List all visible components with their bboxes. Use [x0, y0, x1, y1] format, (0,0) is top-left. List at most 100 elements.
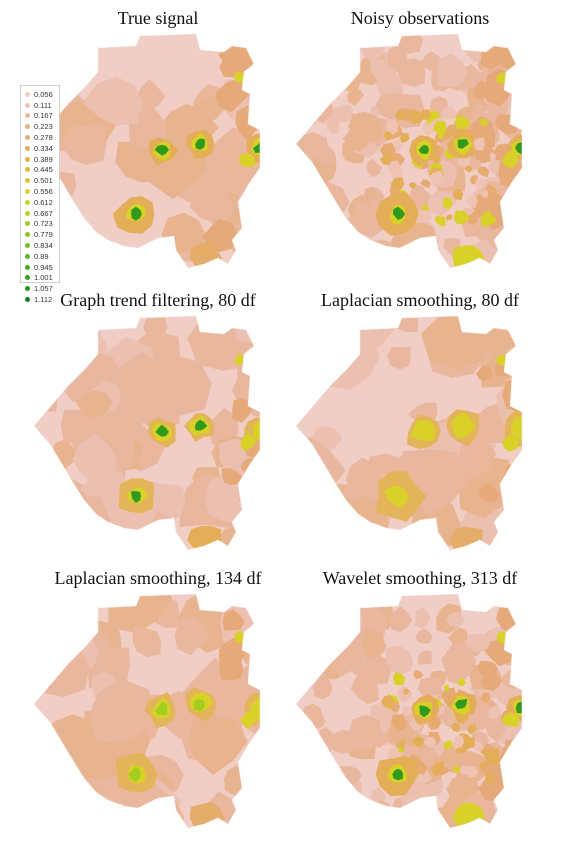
region — [365, 818, 386, 828]
region — [317, 794, 336, 812]
map-laplacian-80 — [295, 315, 523, 551]
region — [401, 706, 413, 716]
region — [456, 421, 468, 432]
region — [398, 747, 405, 753]
panel-true-signal: True signal — [28, 8, 288, 284]
region — [514, 755, 522, 768]
region — [136, 79, 166, 112]
region — [296, 316, 319, 346]
region — [327, 257, 343, 268]
region — [192, 699, 205, 712]
region — [234, 316, 260, 343]
region — [304, 802, 336, 828]
region — [464, 75, 480, 89]
legend-swatch — [25, 275, 30, 281]
region — [108, 594, 172, 634]
region — [296, 803, 328, 828]
legend-label: 0.723 — [34, 219, 53, 229]
legend-entry: 0.334 — [23, 143, 57, 154]
region — [504, 463, 522, 486]
legend-label: 0.945 — [34, 262, 53, 272]
region — [360, 629, 386, 659]
region — [476, 365, 494, 382]
region — [418, 144, 430, 154]
legend-entry: 0.501 — [23, 175, 57, 186]
region — [391, 489, 402, 502]
legend-swatch — [25, 189, 30, 195]
legend-swatch — [25, 264, 30, 270]
region — [383, 131, 394, 141]
region — [408, 108, 425, 124]
region — [503, 532, 522, 550]
region — [517, 773, 522, 789]
region — [479, 118, 489, 126]
region — [504, 801, 522, 819]
region — [128, 766, 141, 782]
legend-swatch — [25, 178, 30, 184]
region — [477, 166, 490, 178]
region — [440, 106, 457, 120]
region — [238, 153, 256, 168]
region — [195, 138, 206, 150]
region — [395, 34, 424, 54]
region — [305, 607, 327, 632]
region — [38, 637, 89, 697]
region — [131, 491, 141, 503]
legend-entry: 0.223 — [23, 121, 57, 132]
region — [301, 810, 320, 826]
region — [241, 205, 259, 222]
region — [143, 316, 168, 345]
region — [489, 152, 496, 161]
region — [504, 350, 522, 376]
region — [471, 137, 485, 151]
region — [481, 692, 490, 703]
legend-label: 1.057 — [34, 284, 53, 294]
legend-entry: 0.556 — [23, 186, 57, 197]
region — [155, 424, 169, 437]
county-outline — [295, 33, 523, 269]
region — [375, 92, 403, 120]
region — [419, 424, 429, 438]
county-outline — [295, 315, 523, 551]
legend-label: 0.389 — [34, 154, 53, 164]
region — [357, 594, 380, 614]
region — [34, 594, 87, 634]
region — [321, 59, 344, 81]
region — [34, 34, 53, 54]
region — [306, 202, 326, 224]
region — [500, 712, 520, 728]
region — [488, 640, 510, 660]
region — [334, 249, 348, 266]
region — [299, 734, 332, 764]
region — [388, 606, 413, 633]
region — [205, 127, 255, 185]
region — [466, 193, 478, 209]
legend-entry: 0.723 — [23, 219, 57, 230]
region — [298, 164, 317, 180]
region — [415, 628, 433, 644]
region — [313, 675, 333, 700]
region — [453, 765, 461, 773]
region — [240, 432, 256, 450]
region — [218, 640, 244, 667]
region — [500, 801, 522, 828]
region — [452, 735, 465, 750]
region — [485, 772, 495, 784]
region — [521, 637, 522, 655]
county-outline — [33, 315, 261, 551]
region — [465, 736, 476, 748]
region — [386, 45, 408, 73]
region — [232, 398, 253, 423]
region — [34, 494, 78, 550]
region — [327, 104, 354, 124]
region — [406, 807, 431, 828]
region — [379, 142, 396, 157]
region — [386, 645, 414, 675]
legend-label: 0.111 — [34, 100, 52, 110]
region — [313, 39, 333, 58]
legend-entry: 0.278 — [23, 132, 57, 143]
panel-title: Laplacian smoothing, 134 df — [54, 568, 262, 588]
panel-title: Graph trend filtering, 80 df — [60, 290, 256, 310]
region — [471, 209, 482, 218]
region — [512, 599, 522, 620]
